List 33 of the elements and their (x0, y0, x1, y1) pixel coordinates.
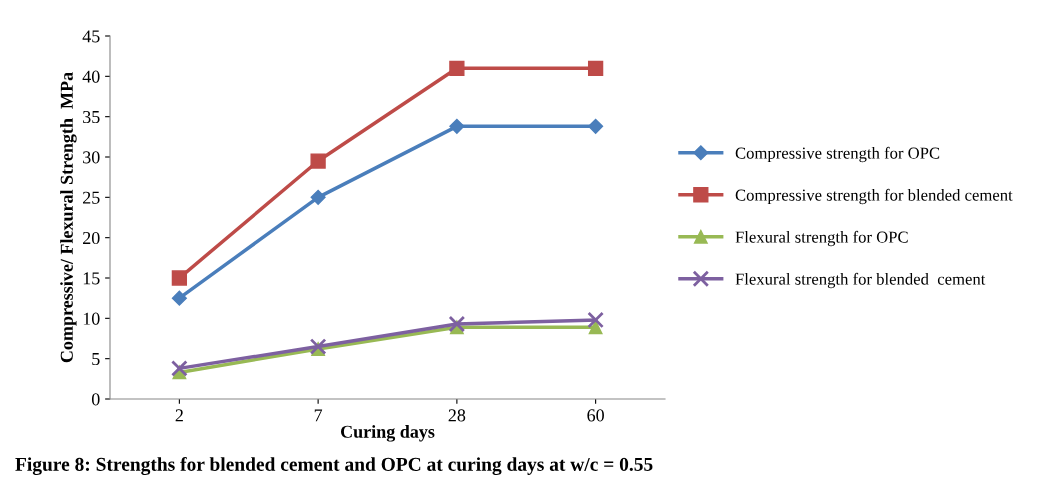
legend-label: Flexural strength for OPC (735, 230, 908, 247)
y-tick-label: 5 (92, 353, 100, 366)
x-tick-label: 7 (314, 409, 323, 422)
point (171, 290, 187, 306)
point (310, 153, 326, 169)
x-axis-title: Curing days (340, 425, 435, 442)
y-tick-label: 45 (82, 30, 100, 43)
y-tick-label: 20 (83, 231, 100, 245)
point (588, 320, 603, 335)
y-tick-label: 0 (91, 393, 100, 406)
point (171, 270, 188, 286)
point (448, 315, 466, 333)
y-tick-label: 30 (83, 151, 100, 164)
y-tick-label: 25 (83, 191, 100, 204)
point (587, 311, 604, 329)
point (171, 360, 188, 377)
caption: Figure 8: Strengths for blended cement and OPC at curing days at w/c = 0.55 (15, 457, 653, 475)
legend-label: Compressive strength for OPC (735, 146, 940, 163)
point (449, 118, 465, 134)
y-axis-title: Compressive/ Flexural Strength MPa (60, 72, 77, 363)
y-tick-label: 10 (83, 312, 100, 325)
y-tick-label: 35 (83, 110, 100, 124)
point (587, 60, 604, 76)
x-tick-label: 60 (587, 409, 604, 422)
point (449, 60, 465, 76)
x-tick-label: 28 (448, 409, 466, 422)
point (310, 189, 326, 205)
legend-label: Compressive strength for blended cement (735, 188, 1013, 205)
y-tick-label: 15 (83, 272, 100, 285)
legend-label: Flexural strength for blended cement (735, 272, 986, 289)
x-tick-label: 2 (175, 409, 183, 422)
y-tick-label: 40 (82, 70, 100, 83)
point (588, 118, 604, 134)
